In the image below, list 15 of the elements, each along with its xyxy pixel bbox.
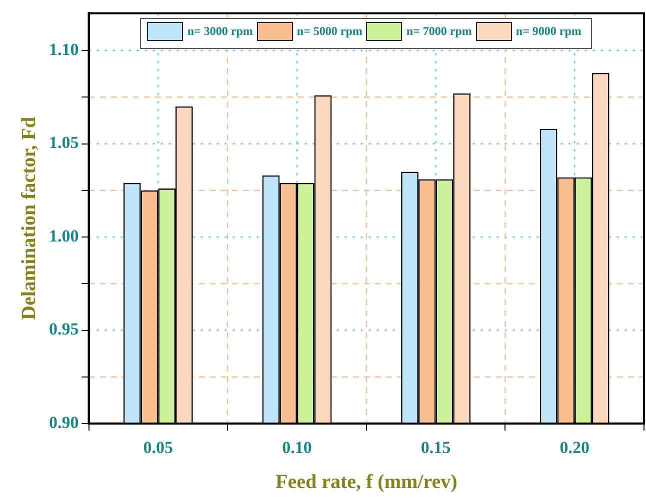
x-tick-label: 0.05 [143, 438, 174, 458]
legend-label: n= 3000 rpm [187, 24, 253, 40]
y-tick-label: 1.10 [49, 40, 79, 59]
x-axis-title: Feed rate, f (mm/rev) [275, 471, 458, 494]
y-tick-label: 1.00 [49, 226, 79, 246]
legend-label: n= 9000 rpm [516, 24, 582, 40]
x-tick-label: 0.20 [560, 438, 590, 458]
legend-label: n= 7000 rpm [406, 24, 472, 40]
y-tick-label: 0.90 [49, 412, 79, 432]
y-axis-title: Delamination factor, Fd [18, 116, 40, 320]
x-tick-label: 0.15 [420, 438, 451, 458]
x-tick-label: 0.10 [282, 438, 312, 458]
y-tick-label: 1.05 [49, 133, 79, 152]
legend-label: n= 5000 rpm [296, 24, 362, 40]
y-tick-label: 0.95 [49, 320, 79, 339]
